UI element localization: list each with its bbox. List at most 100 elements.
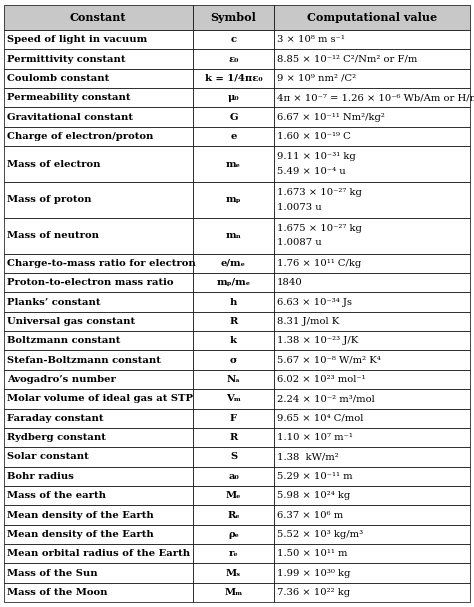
Bar: [4, 467, 193, 486]
Bar: [4, 182, 193, 218]
Bar: [274, 467, 470, 486]
Bar: [193, 127, 274, 146]
Text: 7.36 × 10²² kg: 7.36 × 10²² kg: [277, 588, 350, 597]
Bar: [4, 506, 193, 524]
Text: Mₛ: Mₛ: [226, 569, 241, 578]
Bar: [193, 312, 274, 331]
Bar: [4, 146, 193, 182]
Text: Symbol: Symbol: [210, 12, 256, 23]
Text: Mean density of the Earth: Mean density of the Earth: [7, 530, 154, 539]
Text: 6.67 × 10⁻¹¹ Nm²/kg²: 6.67 × 10⁻¹¹ Nm²/kg²: [277, 113, 385, 121]
Bar: [4, 370, 193, 389]
Text: Boltzmann constant: Boltzmann constant: [7, 336, 120, 345]
Text: c: c: [230, 35, 237, 44]
Text: Mass of proton: Mass of proton: [7, 195, 91, 205]
Bar: [193, 428, 274, 447]
Text: 1.50 × 10¹¹ m: 1.50 × 10¹¹ m: [277, 549, 347, 558]
Text: Mean density of the Earth: Mean density of the Earth: [7, 510, 154, 520]
Bar: [193, 447, 274, 467]
Bar: [193, 544, 274, 563]
Text: Gravitational constant: Gravitational constant: [7, 113, 133, 121]
Bar: [274, 331, 470, 350]
Bar: [4, 428, 193, 447]
Text: 3 × 10⁸ m s⁻¹: 3 × 10⁸ m s⁻¹: [277, 35, 345, 44]
Text: 1.675 × 10⁻²⁷ kg: 1.675 × 10⁻²⁷ kg: [277, 224, 362, 233]
Bar: [274, 447, 470, 467]
Text: Faraday constant: Faraday constant: [7, 414, 103, 422]
Text: 6.02 × 10²³ mol⁻¹: 6.02 × 10²³ mol⁻¹: [277, 375, 366, 384]
Text: Mass of the Moon: Mass of the Moon: [7, 588, 107, 597]
Text: S: S: [230, 452, 237, 461]
Bar: [193, 524, 274, 544]
Bar: [274, 486, 470, 506]
Bar: [274, 312, 470, 331]
Bar: [4, 563, 193, 583]
Bar: [274, 583, 470, 602]
Bar: [274, 428, 470, 447]
Bar: [193, 389, 274, 409]
Text: Coulomb constant: Coulomb constant: [7, 74, 109, 83]
Bar: [193, 370, 274, 389]
Text: Rydberg constant: Rydberg constant: [7, 433, 106, 442]
Bar: [274, 563, 470, 583]
Bar: [193, 467, 274, 486]
Text: Mass of electron: Mass of electron: [7, 160, 100, 169]
Bar: [274, 409, 470, 428]
Bar: [193, 409, 274, 428]
Text: Rₑ: Rₑ: [227, 510, 240, 520]
Bar: [4, 127, 193, 146]
Text: Permittivity constant: Permittivity constant: [7, 55, 125, 64]
Text: ε₀: ε₀: [228, 55, 239, 64]
Text: k: k: [230, 336, 237, 345]
Text: Charge of electron/proton: Charge of electron/proton: [7, 132, 153, 141]
Text: 1.60 × 10⁻¹⁹ C: 1.60 × 10⁻¹⁹ C: [277, 132, 351, 141]
Bar: [4, 583, 193, 602]
Bar: [4, 293, 193, 312]
Bar: [193, 69, 274, 88]
Text: Stefan-Boltzmann constant: Stefan-Boltzmann constant: [7, 356, 161, 365]
Bar: [274, 254, 470, 273]
Text: 1.38 × 10⁻²³ J/K: 1.38 × 10⁻²³ J/K: [277, 336, 358, 345]
Bar: [193, 107, 274, 127]
Bar: [4, 544, 193, 563]
Text: Mean orbital radius of the Earth: Mean orbital radius of the Earth: [7, 549, 190, 558]
Text: 5.98 × 10²⁴ kg: 5.98 × 10²⁴ kg: [277, 491, 350, 500]
Bar: [274, 5, 470, 30]
Bar: [193, 583, 274, 602]
Bar: [4, 389, 193, 409]
Bar: [274, 370, 470, 389]
Bar: [193, 30, 274, 49]
Text: Vₘ: Vₘ: [226, 395, 241, 404]
Bar: [274, 107, 470, 127]
Bar: [193, 5, 274, 30]
Bar: [4, 88, 193, 107]
Bar: [4, 254, 193, 273]
Bar: [193, 146, 274, 182]
Text: 1.76 × 10¹¹ C/kg: 1.76 × 10¹¹ C/kg: [277, 259, 361, 268]
Text: Molar volume of ideal gas at STP: Molar volume of ideal gas at STP: [7, 395, 192, 404]
Text: 1.673 × 10⁻²⁷ kg: 1.673 × 10⁻²⁷ kg: [277, 188, 362, 197]
Text: Avogadro’s number: Avogadro’s number: [7, 375, 116, 384]
Text: F: F: [230, 414, 237, 422]
Text: Solar constant: Solar constant: [7, 452, 88, 461]
Text: Bohr radius: Bohr radius: [7, 472, 73, 481]
Text: 9.65 × 10⁴ C/mol: 9.65 × 10⁴ C/mol: [277, 414, 364, 422]
Bar: [193, 563, 274, 583]
Text: ρₑ: ρₑ: [228, 530, 239, 539]
Text: Charge-to-mass ratio for electron: Charge-to-mass ratio for electron: [7, 259, 195, 268]
Text: 8.85 × 10⁻¹² C²/Nm² or F/m: 8.85 × 10⁻¹² C²/Nm² or F/m: [277, 55, 418, 64]
Text: mₑ: mₑ: [226, 160, 241, 169]
Text: 2.24 × 10⁻² m³/mol: 2.24 × 10⁻² m³/mol: [277, 395, 375, 404]
Text: R: R: [229, 433, 237, 442]
Text: Mass of neutron: Mass of neutron: [7, 231, 99, 240]
Bar: [274, 30, 470, 49]
Text: μ₀: μ₀: [228, 93, 239, 103]
Bar: [274, 293, 470, 312]
Text: k = 1/4πε₀: k = 1/4πε₀: [205, 74, 262, 83]
Bar: [274, 506, 470, 524]
Text: Constant: Constant: [70, 12, 127, 23]
Text: 1.99 × 10³⁰ kg: 1.99 × 10³⁰ kg: [277, 569, 351, 578]
Text: 1.0087 u: 1.0087 u: [277, 239, 322, 248]
Bar: [4, 447, 193, 467]
Text: R: R: [229, 317, 237, 326]
